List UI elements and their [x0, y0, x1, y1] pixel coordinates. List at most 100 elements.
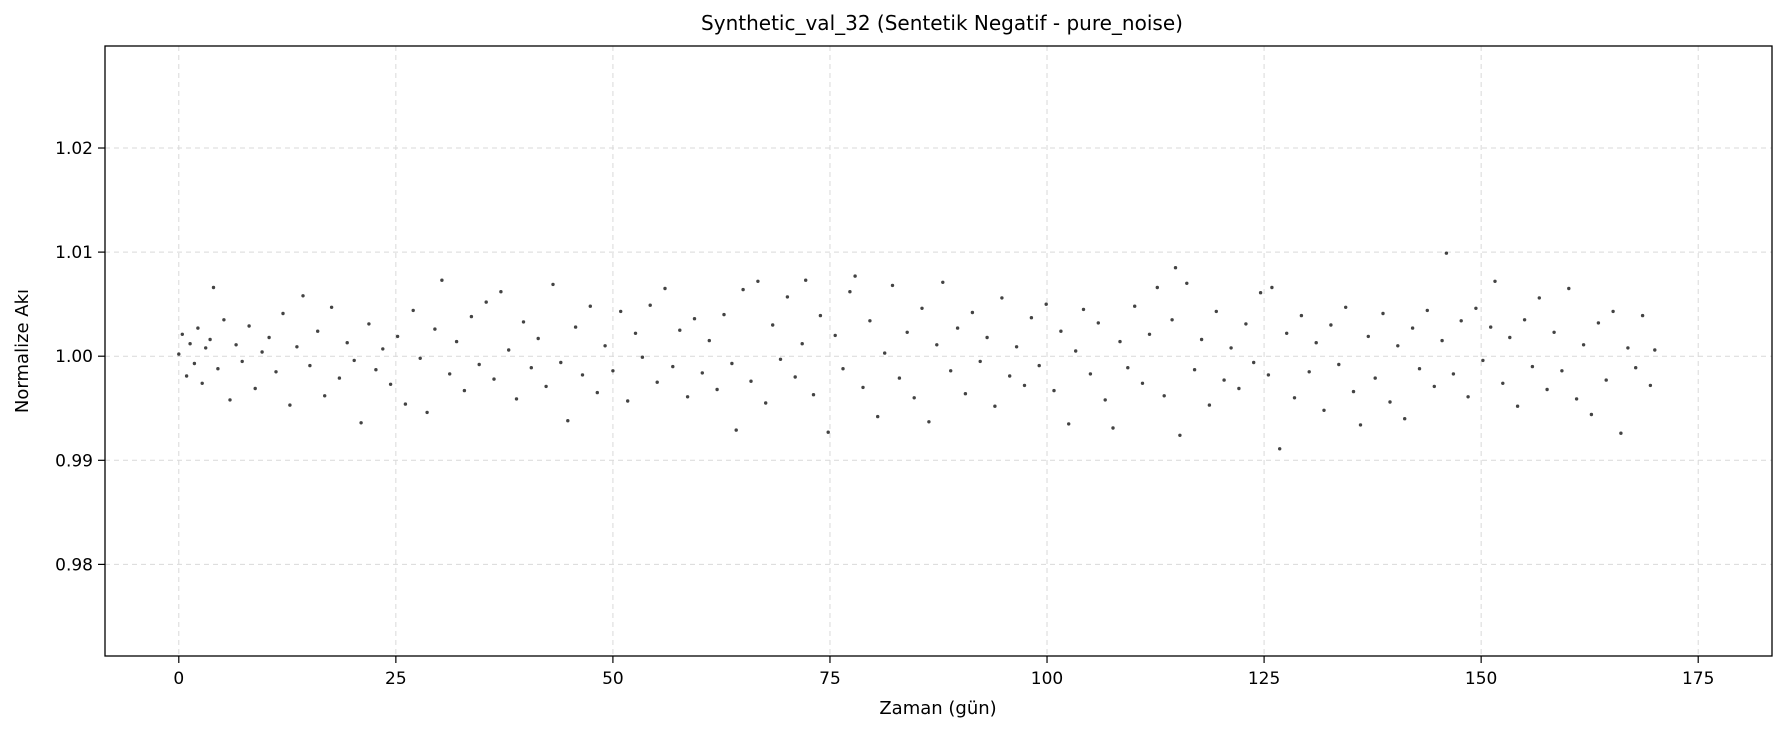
data-point [395, 334, 400, 339]
x-tick-label: 125 [1248, 669, 1280, 689]
plot-frame [104, 45, 1773, 657]
x-tick-label: 100 [1031, 669, 1063, 689]
data-point [611, 369, 615, 373]
data-point [671, 364, 675, 369]
data-point [1358, 423, 1363, 427]
x-tick-label: 50 [602, 669, 624, 689]
data-point [1278, 447, 1282, 451]
data-point [1322, 408, 1326, 412]
data-point [1530, 364, 1535, 369]
data-point [1000, 296, 1004, 300]
data-point [905, 330, 909, 334]
data-point [619, 309, 623, 314]
data-point [1574, 397, 1579, 401]
data-point [1396, 344, 1400, 348]
x-tick-label: 175 [1682, 669, 1714, 689]
data-point [876, 414, 880, 419]
data-point [381, 347, 385, 351]
data-point [595, 390, 599, 395]
data-point [1037, 363, 1041, 368]
data-point [1299, 313, 1304, 318]
data-point [1044, 302, 1048, 306]
data-point [955, 326, 960, 330]
data-point [1459, 319, 1463, 323]
data-point [1493, 279, 1497, 283]
data-point [484, 300, 488, 304]
data-point [1515, 404, 1520, 408]
data-point [1501, 381, 1505, 385]
data-point [301, 294, 305, 298]
data-point [633, 331, 638, 335]
data-point [281, 311, 285, 316]
data-point [1634, 366, 1638, 370]
data-point [883, 351, 887, 355]
x-axis-label: Zaman (gün) [879, 698, 996, 719]
data-point [1118, 339, 1122, 344]
data-point [1329, 323, 1333, 327]
data-point [985, 335, 989, 340]
data-points [177, 251, 1657, 451]
data-point [626, 399, 630, 403]
data-point [403, 402, 408, 406]
data-point [861, 385, 865, 390]
data-point [1545, 387, 1549, 392]
data-point [323, 394, 327, 398]
data-point [234, 343, 238, 347]
data-point [308, 363, 312, 368]
data-point [1337, 362, 1341, 367]
data-point [216, 367, 220, 371]
data-point [1237, 386, 1241, 391]
data-point [1432, 384, 1437, 389]
data-point [559, 360, 563, 365]
data-point [1178, 433, 1182, 437]
data-point [1111, 426, 1115, 430]
data-point [853, 274, 857, 278]
data-point [1173, 266, 1178, 270]
data-point [253, 386, 257, 391]
data-point [192, 361, 197, 366]
data-point [469, 314, 474, 319]
data-point [734, 428, 738, 432]
data-point [1199, 337, 1204, 342]
data-point [1440, 338, 1444, 343]
data-point [804, 278, 808, 282]
y-tick-label: 0.98 [55, 555, 93, 575]
data-point [454, 339, 459, 344]
data-point [1074, 349, 1078, 353]
data-point [818, 313, 823, 318]
data-point [180, 332, 184, 336]
x-tick-label: 75 [819, 669, 841, 689]
data-point [1008, 374, 1012, 378]
data-point [848, 290, 852, 294]
data-point [897, 376, 902, 380]
data-point [1640, 313, 1645, 318]
data-point [184, 374, 189, 378]
data-point [492, 377, 496, 381]
data-point [1067, 422, 1071, 426]
data-point [1258, 291, 1263, 295]
data-point [1022, 383, 1027, 388]
data-point [1140, 381, 1145, 385]
data-point [1162, 394, 1166, 398]
data-point [811, 393, 816, 397]
data-point [200, 381, 204, 385]
data-point [1185, 281, 1189, 285]
data-point [1417, 367, 1422, 371]
data-point [1229, 346, 1233, 350]
data-point [536, 336, 540, 341]
data-point [521, 320, 526, 324]
data-point [793, 375, 797, 379]
data-point [685, 395, 690, 399]
data-point [678, 328, 682, 332]
data-point [1207, 403, 1212, 407]
x-tick-label: 25 [385, 669, 407, 689]
x-tick-label: 150 [1465, 669, 1497, 689]
data-point [1474, 306, 1478, 310]
data-point [1581, 343, 1586, 347]
data-point [352, 358, 356, 363]
data-point [800, 342, 804, 346]
data-point [648, 303, 652, 307]
data-point [448, 372, 452, 376]
data-point [1307, 370, 1311, 374]
data-point [433, 327, 437, 331]
